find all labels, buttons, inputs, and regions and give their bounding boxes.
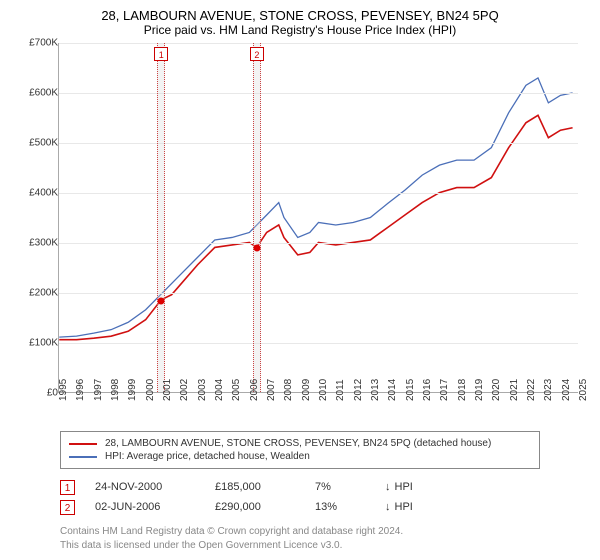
gridline xyxy=(59,193,578,194)
line-layer xyxy=(59,43,578,392)
x-tick-label: 2015 xyxy=(405,379,416,401)
sale-row: 1 24-NOV-2000£185,0007%↓ HPI xyxy=(60,477,590,497)
legend-label: 28, LAMBOURN AVENUE, STONE CROSS, PEVENS… xyxy=(105,438,491,449)
x-tick-label: 2003 xyxy=(197,379,208,401)
gridline xyxy=(59,293,578,294)
x-tick-label: 2019 xyxy=(474,379,485,401)
x-tick-label: 1996 xyxy=(75,379,86,401)
sale-id-box: 2 xyxy=(60,500,75,515)
x-tick-label: 2009 xyxy=(301,379,312,401)
sale-id-box: 1 xyxy=(60,480,75,495)
sale-marker-dot xyxy=(253,245,260,252)
gridline xyxy=(59,243,578,244)
chart-container: 28, LAMBOURN AVENUE, STONE CROSS, PEVENS… xyxy=(0,0,600,560)
x-tick-label: 1998 xyxy=(110,379,121,401)
gridline xyxy=(59,43,578,44)
sale-date: 24-NOV-2000 xyxy=(95,481,215,493)
footer-line1: Contains HM Land Registry data © Crown c… xyxy=(60,525,590,539)
x-tick-label: 2010 xyxy=(318,379,329,401)
sale-suffix: HPI xyxy=(395,501,413,513)
x-tick-label: 2018 xyxy=(457,379,468,401)
x-tick-label: 2016 xyxy=(422,379,433,401)
x-tick-label: 2006 xyxy=(249,379,260,401)
gridline xyxy=(59,143,578,144)
sale-marker-box: 1 xyxy=(154,47,168,61)
footer-line2: This data is licensed under the Open Gov… xyxy=(60,539,590,553)
x-tick-label: 2017 xyxy=(439,379,450,401)
x-tick-label: 2011 xyxy=(335,379,346,401)
y-tick-label: £600K xyxy=(12,88,58,99)
sale-date: 02-JUN-2006 xyxy=(95,501,215,513)
series-line xyxy=(59,78,572,337)
sale-marker-dot xyxy=(158,297,165,304)
legend-swatch xyxy=(69,443,97,445)
sale-marker-box: 2 xyxy=(250,47,264,61)
x-tick-label: 1999 xyxy=(127,379,138,401)
chart-area: £0£100K£200K£300K£400K£500K£600K£700K 12… xyxy=(10,43,590,423)
sale-marker-band xyxy=(157,43,165,392)
sale-pct: 13% xyxy=(315,501,385,513)
x-tick-label: 2004 xyxy=(214,379,225,401)
y-tick-label: £200K xyxy=(12,288,58,299)
x-tick-label: 2002 xyxy=(179,379,190,401)
x-tick-label: 1995 xyxy=(58,379,69,401)
legend-item: 28, LAMBOURN AVENUE, STONE CROSS, PEVENS… xyxy=(69,437,531,450)
x-tick-label: 2023 xyxy=(543,379,554,401)
x-tick-label: 2001 xyxy=(162,379,173,401)
x-tick-label: 2022 xyxy=(526,379,537,401)
y-tick-label: £100K xyxy=(12,338,58,349)
y-tick-label: £300K xyxy=(12,238,58,249)
x-tick-label: 2024 xyxy=(561,379,572,401)
x-tick-label: 2000 xyxy=(145,379,156,401)
gridline xyxy=(59,93,578,94)
chart-title: 28, LAMBOURN AVENUE, STONE CROSS, PEVENS… xyxy=(10,8,590,23)
y-tick-label: £500K xyxy=(12,138,58,149)
gridline xyxy=(59,343,578,344)
x-tick-label: 2012 xyxy=(353,379,364,401)
chart-subtitle: Price paid vs. HM Land Registry's House … xyxy=(10,23,590,37)
legend-label: HPI: Average price, detached house, Weal… xyxy=(105,451,310,462)
footer-attribution: Contains HM Land Registry data © Crown c… xyxy=(60,525,590,552)
x-tick-label: 2021 xyxy=(509,379,520,401)
sale-pct: 7% xyxy=(315,481,385,493)
y-tick-label: £0 xyxy=(12,388,58,399)
sale-marker-band xyxy=(253,43,261,392)
x-tick-label: 2025 xyxy=(578,379,589,401)
x-tick-label: 2007 xyxy=(266,379,277,401)
y-tick-label: £700K xyxy=(12,38,58,49)
sales-table: 1 24-NOV-2000£185,0007%↓ HPI 2 02-JUN-2006£2… xyxy=(60,477,590,517)
x-tick-label: 2020 xyxy=(491,379,502,401)
x-tick-label: 2014 xyxy=(387,379,398,401)
legend-swatch xyxy=(69,456,97,458)
legend: 28, LAMBOURN AVENUE, STONE CROSS, PEVENS… xyxy=(60,431,540,469)
sale-row: 2 02-JUN-2006£290,00013%↓ HPI xyxy=(60,497,590,517)
x-tick-label: 2013 xyxy=(370,379,381,401)
x-tick-label: 2005 xyxy=(231,379,242,401)
sale-price: £290,000 xyxy=(215,501,315,513)
x-tick-label: 2008 xyxy=(283,379,294,401)
sale-suffix: HPI xyxy=(395,481,413,493)
down-arrow-icon: ↓ xyxy=(385,501,391,513)
sale-price: £185,000 xyxy=(215,481,315,493)
legend-item: HPI: Average price, detached house, Weal… xyxy=(69,450,531,463)
series-line xyxy=(59,115,572,339)
down-arrow-icon: ↓ xyxy=(385,481,391,493)
x-tick-label: 1997 xyxy=(93,379,104,401)
plot-area: 12 xyxy=(58,43,578,393)
y-tick-label: £400K xyxy=(12,188,58,199)
